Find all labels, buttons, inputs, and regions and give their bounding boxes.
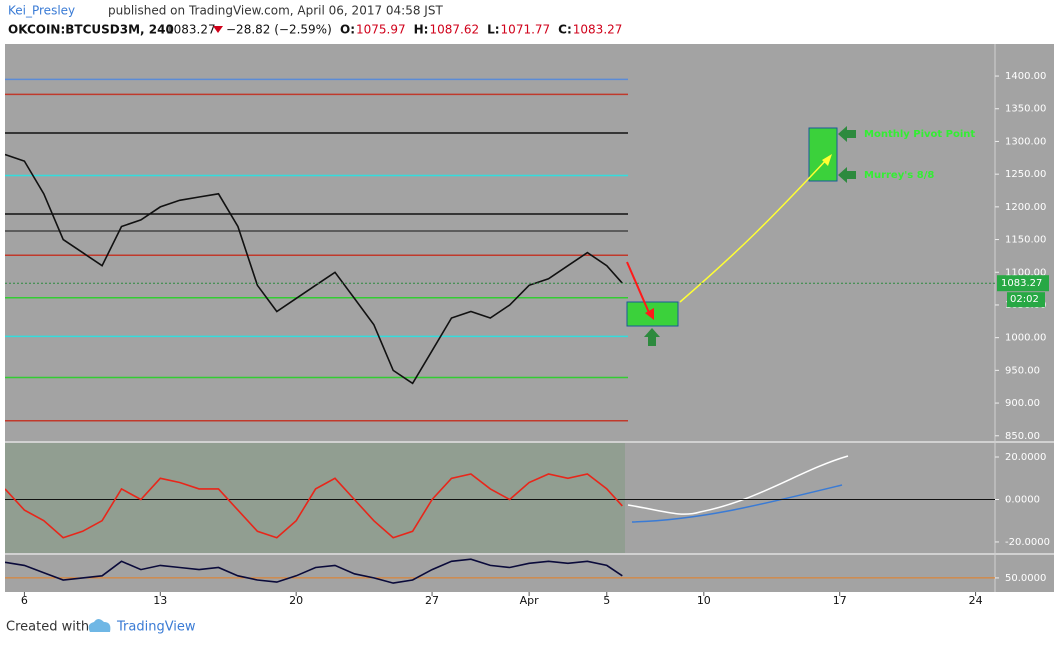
x-tick-label: 10	[697, 594, 711, 607]
price-line	[5, 558, 623, 584]
published: published on TradingView.com, April 06, …	[108, 4, 443, 18]
arrow	[679, 157, 829, 303]
oscillator-shade	[5, 443, 625, 553]
left-arrow-icon	[838, 167, 856, 183]
ohlc-value: 1083.27	[573, 23, 623, 37]
ohlc-value: 1087.62	[429, 23, 479, 37]
author[interactable]: Kei_Presley	[8, 4, 75, 18]
x-tick-label: 5	[603, 594, 610, 607]
x-tick-label: 6	[21, 594, 28, 607]
y-tick-label: 1300.00	[1005, 136, 1046, 147]
ohlc-value: 1071.77	[501, 23, 551, 37]
y-tick-label: 850.00	[1005, 431, 1040, 442]
y-tick-label: 1150.00	[1005, 235, 1046, 246]
y-tick-label: 1250.00	[1005, 169, 1046, 180]
ohlc-label: C:	[558, 23, 572, 37]
y-tick-label: 1000.00	[1005, 333, 1046, 344]
y-tick-label: -20.0000	[1005, 537, 1050, 548]
price-axis	[995, 44, 1054, 592]
y-tick-label: 1400.00	[1005, 71, 1046, 82]
price-line	[5, 153, 623, 385]
price-tag-label: 1083.27	[1001, 278, 1042, 289]
x-tick-label: 20	[289, 594, 303, 607]
ohlc-label: O:	[340, 23, 355, 37]
left-arrow-icon	[838, 126, 856, 142]
projection	[631, 484, 843, 523]
x-tick-label: 17	[833, 594, 847, 607]
countdown-tag	[1007, 292, 1045, 308]
annotation: Murrey's 8/8	[864, 170, 934, 181]
logo	[88, 619, 111, 632]
y-tick-label: 950.00	[1005, 365, 1040, 376]
ohlc-value: 1075.97	[356, 23, 406, 37]
up-arrow-icon	[644, 328, 660, 346]
countdown-label: 02:02	[1010, 294, 1039, 305]
price-line	[5, 473, 623, 539]
y-tick-label: 1100.00	[1005, 267, 1046, 278]
arrow-head	[645, 308, 654, 320]
y-tick-label: 1200.00	[1005, 202, 1046, 213]
down-arrow	[213, 26, 223, 33]
footer-brand[interactable]: TradingView	[116, 620, 196, 635]
symbol: OKCOIN:BTCUSD3M, 240	[8, 23, 174, 37]
arrow	[626, 261, 651, 316]
y-tick-label: 1350.00	[1005, 104, 1046, 115]
ohlc-label: L:	[487, 23, 499, 37]
y-tick-label: 900.00	[1005, 398, 1040, 409]
x-tick-label: 13	[153, 594, 167, 607]
y-tick-label: 0.0000	[1005, 494, 1040, 505]
target-box	[808, 127, 838, 182]
footer-text: Created with	[6, 620, 89, 635]
price-tag	[997, 275, 1049, 292]
x-tick-label: 27	[425, 594, 439, 607]
ohlc-label: H:	[414, 23, 429, 37]
projection	[627, 455, 849, 515]
change: −28.82 (−2.59%)	[226, 23, 332, 37]
annotation: Monthly Pivot Point	[864, 129, 975, 140]
arrow-head	[822, 154, 832, 166]
last: 1083.27	[166, 23, 216, 37]
x-tick-label: 24	[969, 594, 983, 607]
y-tick-label: 20.0000	[1005, 452, 1046, 463]
x-tick-label: Apr	[520, 594, 540, 607]
y-tick-label: 50.0000	[1005, 573, 1046, 584]
